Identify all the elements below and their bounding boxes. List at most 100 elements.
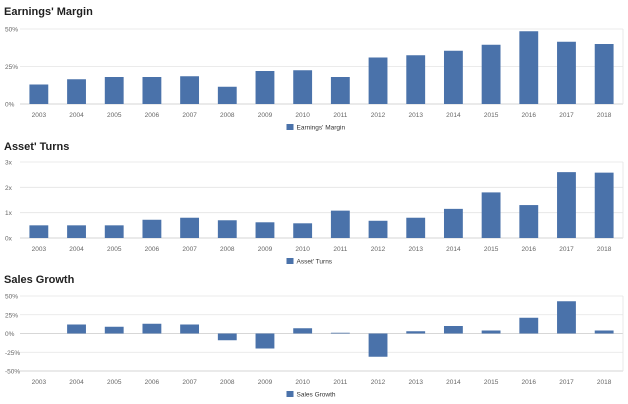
bar-2005	[104, 326, 124, 334]
bar-2012	[368, 220, 388, 238]
bar-2018	[594, 330, 614, 334]
bar-2004	[67, 225, 86, 238]
x-tick-label: 2017	[559, 379, 574, 386]
bar-2008	[217, 333, 237, 341]
x-tick-label: 2006	[145, 246, 160, 253]
y-tick-label: 50%	[5, 294, 18, 301]
bar-2009	[255, 333, 275, 349]
chart-title: Sales Growth	[4, 274, 75, 286]
x-tick-label: 2009	[258, 112, 273, 119]
x-tick-label: 2004	[69, 379, 84, 386]
x-tick-label: 2009	[258, 246, 273, 253]
x-tick-label: 2014	[446, 246, 461, 253]
chart-sales-growth: Sales Growth -50% -25% 0% 25% 50% 2003 2004 2005…	[4, 274, 624, 399]
bar-2014	[443, 326, 463, 334]
bar-2017	[557, 172, 576, 238]
bar-2017	[557, 301, 576, 334]
x-tick-label: 2006	[145, 112, 160, 119]
x-tick-label: 2004	[69, 112, 84, 119]
bar-2005	[104, 225, 124, 238]
x-tick-label: 2016	[522, 246, 537, 253]
y-tick-label: 1x	[5, 210, 13, 217]
bar-2015	[481, 44, 501, 104]
bar-2003	[29, 84, 49, 104]
bar-2005	[104, 77, 124, 104]
bar-2016	[519, 317, 539, 334]
y-tick-label: 0%	[5, 102, 15, 109]
legend: Earnings' Margin	[286, 124, 346, 132]
x-tick-label: 2007	[182, 379, 197, 386]
x-tick-label: 2017	[559, 246, 574, 253]
legend-label: Asset' Turns	[297, 259, 333, 266]
bar-2011	[330, 77, 350, 104]
chart-title: Asset' Turns	[4, 141, 69, 153]
bar-2015	[481, 192, 501, 238]
x-tick-label: 2015	[484, 246, 499, 253]
x-tick-label: 2010	[295, 112, 310, 119]
bar-2018	[594, 172, 614, 238]
y-tick-label: 3x	[5, 160, 13, 167]
x-tick-label: 2009	[258, 379, 273, 386]
x-tick-label: 2005	[107, 246, 122, 253]
x-tick-label: 2017	[559, 112, 574, 119]
x-tick-label: 2012	[371, 379, 386, 386]
legend-label: Earnings' Margin	[297, 125, 346, 132]
bar-2011	[330, 210, 350, 238]
x-tick-label: 2010	[295, 246, 310, 253]
x-tick-label: 2008	[220, 379, 235, 386]
y-tick-label: 2x	[5, 185, 13, 192]
bar-2003	[29, 225, 49, 238]
bar-2004	[67, 79, 86, 104]
x-tick-label: 2016	[522, 379, 537, 386]
x-tick-label: 2007	[182, 246, 197, 253]
bar-2009	[255, 71, 275, 104]
x-tick-label: 2008	[220, 112, 235, 119]
bar-2016	[519, 31, 539, 104]
x-tick-label: 2004	[69, 246, 84, 253]
bar-2007	[180, 217, 200, 238]
x-tick-label: 2005	[107, 112, 122, 119]
chart-earnings-margin: Earnings' Margin 0% 25% 50% 2003 2004 2005 2006…	[4, 6, 624, 132]
chart-title: Earnings' Margin	[4, 6, 93, 18]
y-tick-label: 25%	[5, 64, 18, 71]
bar-2010	[293, 328, 313, 334]
bar-2014	[443, 50, 463, 104]
bar-2015	[481, 330, 501, 334]
x-tick-label: 2011	[333, 112, 347, 119]
x-tick-label: 2018	[597, 112, 612, 119]
bar-2010	[293, 70, 313, 104]
x-tick-label: 2013	[408, 246, 423, 253]
bar-2007	[180, 76, 200, 104]
x-tick-label: 2012	[371, 246, 386, 253]
y-tick-label: 0x	[5, 236, 13, 243]
x-tick-label: 2008	[220, 246, 235, 253]
y-tick-label: 50%	[5, 27, 18, 34]
bar-2006	[142, 323, 162, 334]
bar-2018	[594, 44, 614, 104]
bar-2014	[443, 208, 463, 238]
bar-2004	[67, 324, 86, 334]
bar-2009	[255, 222, 275, 238]
bar-2016	[519, 205, 539, 238]
x-tick-label: 2015	[484, 112, 499, 119]
x-tick-label: 2011	[333, 379, 347, 386]
x-tick-label: 2006	[145, 379, 160, 386]
x-tick-label: 2010	[295, 379, 310, 386]
bar-2012	[368, 333, 388, 357]
x-tick-label: 2005	[107, 379, 122, 386]
x-tick-label: 2007	[182, 112, 197, 119]
x-tick-label: 2003	[32, 112, 47, 119]
y-tick-label: -50%	[5, 369, 20, 376]
legend-swatch	[286, 391, 294, 397]
y-tick-label: 25%	[5, 312, 18, 319]
bar-2010	[293, 223, 313, 238]
x-tick-label: 2003	[32, 246, 47, 253]
bar-2013	[406, 217, 426, 238]
x-tick-label: 2011	[333, 246, 347, 253]
bar-2017	[557, 41, 576, 104]
x-tick-label: 2018	[597, 246, 612, 253]
x-tick-label: 2016	[522, 112, 537, 119]
legend: Sales Growth	[286, 391, 336, 399]
